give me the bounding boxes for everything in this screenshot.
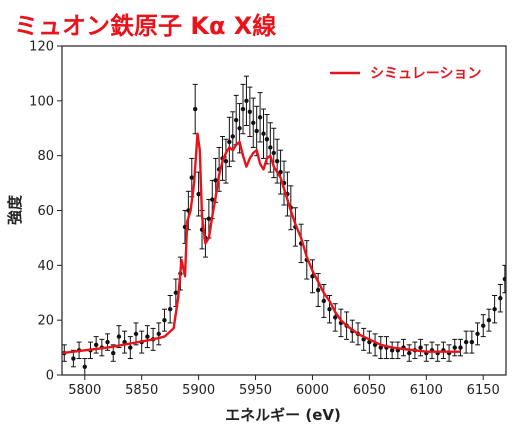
data-point (378, 345, 383, 350)
data-point (213, 178, 218, 183)
y-tick-label: 20 (37, 314, 54, 329)
y-tick-label: 120 (29, 40, 54, 55)
data-point (257, 115, 263, 120)
data-point (333, 315, 338, 320)
data-point (227, 139, 232, 145)
axes: 5800 5850 5900 5950 6000 6050 6100 6150 0 20 40 60 8… (29, 40, 507, 398)
data-point (271, 150, 276, 156)
x-tick-label: 6050 (353, 383, 386, 398)
data-point (268, 145, 273, 150)
y-tick-label: 100 (29, 94, 54, 109)
x-tick-label: 6000 (296, 383, 329, 398)
y-axis-label: 強度 (6, 194, 24, 225)
data-point (261, 131, 266, 136)
data-point (407, 350, 412, 356)
y-tick-label: 80 (37, 149, 54, 164)
x-tick-label: 5850 (125, 383, 158, 398)
data-point (111, 350, 116, 356)
data-point (128, 345, 133, 350)
plot-frame (61, 45, 507, 376)
data-point (189, 175, 194, 180)
legend-label-simulation: シミュレーション (370, 66, 481, 82)
data-point (105, 339, 110, 345)
data-point (133, 331, 139, 337)
data-point (278, 169, 283, 175)
data-points (62, 98, 506, 369)
data-point (244, 98, 249, 104)
x-tick-label: 6150 (467, 383, 500, 398)
x-tick-label: 5800 (68, 383, 101, 398)
data-point (223, 158, 229, 164)
data-point (251, 120, 256, 125)
data-point (237, 126, 242, 131)
data-point (458, 345, 463, 350)
data-point (254, 128, 259, 134)
x-tick-label: 6100 (410, 383, 443, 398)
data-point (492, 307, 497, 312)
data-point (274, 158, 280, 164)
data-point (82, 364, 87, 369)
data-point (167, 307, 173, 312)
data-point (327, 307, 332, 312)
data-point (173, 290, 179, 295)
y-tick-label: 60 (37, 204, 54, 219)
x-axis-label: エネルギー (eV) (225, 406, 341, 424)
data-point (230, 134, 235, 139)
data-point (93, 342, 99, 348)
error-bars (62, 75, 506, 375)
data-point (486, 317, 492, 323)
data-point (389, 348, 395, 353)
x-tick-label: 5950 (239, 383, 272, 398)
data-point (162, 317, 167, 323)
legend: シミュレーション (330, 66, 481, 82)
data-point (452, 345, 457, 350)
data-point (116, 334, 122, 339)
data-point (210, 197, 215, 202)
data-point (196, 191, 201, 197)
data-point (502, 276, 506, 282)
data-point (463, 339, 469, 345)
data-point (145, 334, 150, 339)
data-point (469, 339, 475, 345)
data-point (418, 345, 423, 350)
data-point (206, 216, 212, 221)
y-tick-label: 40 (37, 259, 54, 274)
data-point (264, 137, 270, 142)
data-point (315, 287, 321, 293)
data-point (240, 106, 246, 112)
chart-title: ミュオン鉄原子 Kα X線 (14, 12, 277, 40)
data-point (247, 109, 253, 115)
data-point (321, 298, 327, 304)
data-point (233, 117, 239, 123)
data-point (71, 356, 76, 361)
data-point (156, 331, 161, 337)
data-point (193, 106, 198, 112)
x-tick-label: 5900 (182, 383, 215, 398)
simulation-line (62, 132, 461, 355)
y-tick-label: 0 (46, 369, 54, 384)
data-point (498, 296, 503, 301)
data-point (481, 323, 486, 328)
data-point (475, 331, 480, 337)
